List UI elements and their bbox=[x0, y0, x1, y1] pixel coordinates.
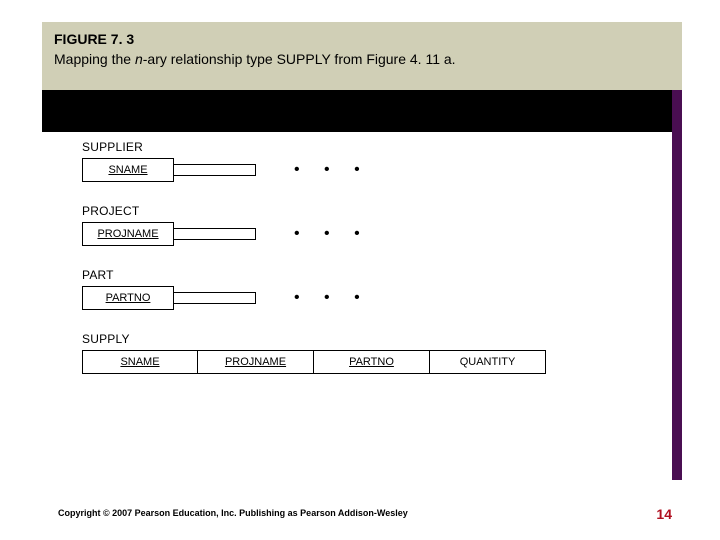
schema-row: PARTNO • • • bbox=[82, 286, 650, 310]
schema-row: PROJNAME • • • bbox=[82, 222, 650, 246]
attribute-name: PROJNAME bbox=[97, 228, 158, 240]
attribute-name: PARTNO bbox=[349, 356, 394, 368]
caption-post: -ary relationship type SUPPLY from Figur… bbox=[143, 51, 456, 67]
figure-label: FIGURE 7. 3 bbox=[54, 30, 670, 50]
schema-cell: SNAME bbox=[82, 158, 174, 182]
schema-cell: QUANTITY bbox=[430, 350, 546, 374]
caption-ital: n bbox=[135, 51, 143, 67]
attribute-name: SNAME bbox=[120, 356, 159, 368]
schema-cell: SNAME bbox=[82, 350, 198, 374]
schema-row: SNAME PROJNAME PARTNO QUANTITY bbox=[82, 350, 650, 374]
schema-cell bbox=[174, 292, 256, 304]
schema-cell bbox=[174, 228, 256, 240]
schema-block: PROJECT PROJNAME • • • bbox=[82, 204, 650, 246]
accent-bar bbox=[672, 90, 682, 480]
attribute-name: PARTNO bbox=[106, 292, 151, 304]
schema-cell: PROJNAME bbox=[82, 222, 174, 246]
page-number: 14 bbox=[656, 506, 672, 522]
schema-cell: PARTNO bbox=[82, 286, 174, 310]
copyright-text: Copyright © 2007 Pearson Education, Inc.… bbox=[58, 508, 408, 518]
schema-name: SUPPLIER bbox=[82, 140, 650, 154]
header-band: FIGURE 7. 3 Mapping the n-ary relationsh… bbox=[42, 22, 682, 90]
dark-band bbox=[42, 90, 682, 132]
schema-block: SUPPLY SNAME PROJNAME PARTNO QUANTITY bbox=[82, 332, 650, 374]
schema-block: PART PARTNO • • • bbox=[82, 268, 650, 310]
ellipsis-icon: • • • bbox=[294, 225, 370, 243]
schema-cell bbox=[174, 164, 256, 176]
ellipsis-icon: • • • bbox=[294, 289, 370, 307]
schema-block: SUPPLIER SNAME • • • bbox=[82, 140, 650, 182]
caption-pre: Mapping the bbox=[54, 51, 135, 67]
attribute-name: PROJNAME bbox=[225, 356, 286, 368]
schema-name: PROJECT bbox=[82, 204, 650, 218]
schema-name: SUPPLY bbox=[82, 332, 650, 346]
schema-cell: PROJNAME bbox=[198, 350, 314, 374]
schema-name: PART bbox=[82, 268, 650, 282]
attribute-name: SNAME bbox=[108, 164, 147, 176]
schema-cell: PARTNO bbox=[314, 350, 430, 374]
ellipsis-icon: • • • bbox=[294, 161, 370, 179]
schema-row: SNAME • • • bbox=[82, 158, 650, 182]
figure-caption: Mapping the n-ary relationship type SUPP… bbox=[54, 50, 670, 70]
diagram-area: SUPPLIERSNAME• • •PROJECTPROJNAME• • •PA… bbox=[82, 140, 650, 396]
